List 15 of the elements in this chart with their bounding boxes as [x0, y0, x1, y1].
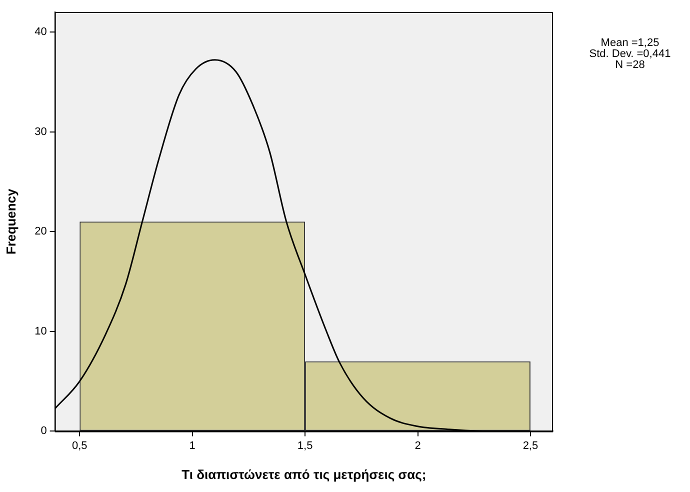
y-tick-label: 40 [34, 26, 47, 38]
text: N =28 [614, 59, 646, 71]
x-tick-label: 2,5 [522, 440, 538, 452]
x-tick-label: 1,5 [297, 440, 313, 452]
y-tick-label: 30 [34, 126, 47, 138]
x-tick-label: 2 [414, 440, 421, 452]
y-tick-label: 20 [34, 226, 47, 238]
x-axis-title: Τι διαπιστώνετε από τις μετρήσεις σας; [182, 466, 426, 482]
y-tick-label: 0 [40, 425, 47, 438]
x-tick-label: 0,5 [72, 440, 88, 452]
x-tick-label: 1 [189, 440, 196, 452]
y-tick-label: 10 [34, 325, 47, 338]
text: Std. Dev. =0,441 [588, 48, 672, 60]
text: Mean =1,25 [600, 37, 660, 49]
y-axis-title: Frequency [3, 188, 18, 254]
